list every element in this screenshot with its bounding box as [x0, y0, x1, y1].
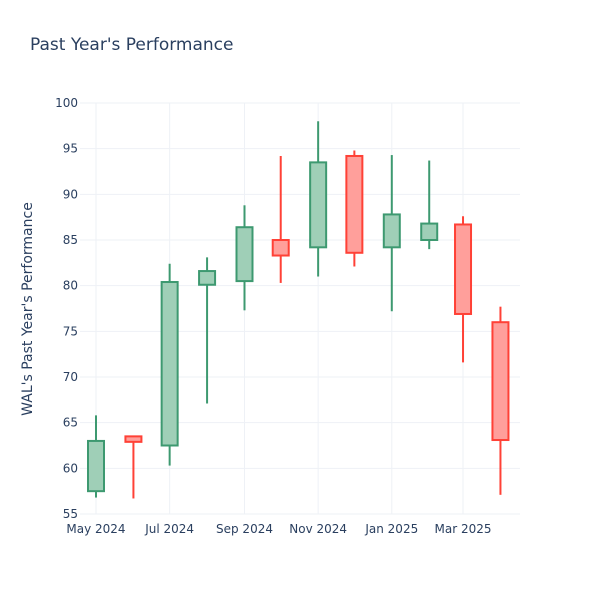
- candle-body: [309, 161, 328, 249]
- y-tick-label: 100: [55, 96, 78, 110]
- x-tick-label: Sep 2024: [216, 522, 273, 536]
- candle: [235, 205, 254, 311]
- y-tick-label: 75: [63, 324, 78, 338]
- x-tick-label: Nov 2024: [289, 522, 347, 536]
- y-tick-label: 95: [63, 142, 78, 156]
- candle-body: [87, 439, 105, 493]
- y-tick-label: 70: [63, 370, 78, 384]
- candle-body: [271, 239, 290, 257]
- candle: [345, 150, 364, 267]
- candle: [491, 306, 510, 495]
- y-axis-title: WAL's Past Year's Performance: [20, 202, 36, 416]
- candle: [420, 160, 439, 250]
- tick-layer: 55 60 65 70 75 80 85 90 95 100 May 2024 Jul 2024 Sep…: [55, 96, 491, 536]
- candle-body: [160, 281, 179, 447]
- candle: [198, 257, 217, 404]
- y-tick-label: 65: [63, 416, 78, 430]
- candle-body: [198, 270, 217, 286]
- candle-body: [454, 223, 473, 315]
- candle: [309, 121, 328, 277]
- candle-body: [491, 321, 510, 442]
- x-tick-label: Jul 2024: [144, 522, 194, 536]
- y-tick-label: 85: [63, 233, 78, 247]
- candle-body: [420, 222, 439, 241]
- candle: [160, 263, 179, 466]
- x-tick-label: Jan 2025: [364, 522, 418, 536]
- chart-title: Past Year's Performance: [30, 35, 234, 55]
- x-tick-label: Mar 2025: [435, 522, 492, 536]
- candle: [454, 216, 473, 363]
- candle-layer: [87, 121, 510, 499]
- candle: [382, 155, 401, 312]
- y-tick-label: 90: [63, 187, 78, 201]
- candle: [271, 155, 290, 283]
- y-tick-label: 55: [63, 507, 78, 521]
- candle-body: [382, 213, 401, 249]
- candle: [87, 415, 105, 498]
- y-tick-label: 80: [63, 279, 78, 293]
- candle: [124, 435, 143, 499]
- candle-body: [345, 154, 364, 254]
- candle-body: [235, 226, 254, 283]
- x-tick-label: May 2024: [66, 522, 125, 536]
- y-tick-label: 60: [63, 461, 78, 475]
- grid-layer: [80, 102, 520, 515]
- candle-body: [124, 435, 143, 443]
